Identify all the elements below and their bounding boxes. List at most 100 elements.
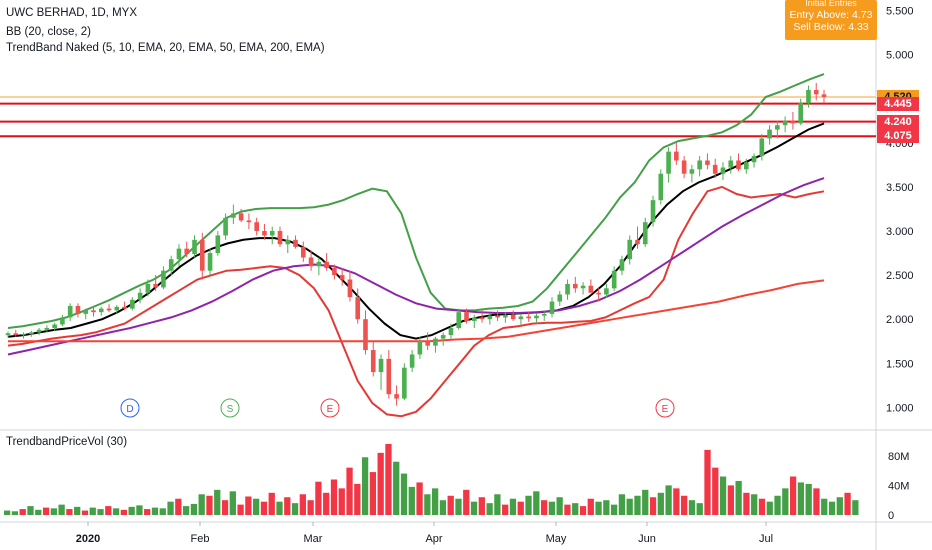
- volume-bar: [229, 491, 236, 515]
- event-marker-label: E: [662, 404, 669, 415]
- volume-bar: [579, 506, 587, 515]
- candle-body: [161, 270, 166, 288]
- y-tick-label: 5.000: [886, 50, 914, 62]
- price-tag: 4.240: [877, 114, 919, 129]
- volume-bar: [556, 497, 563, 515]
- volume-bar: [447, 495, 454, 515]
- sell-below-text: Sell Below: 4.33: [793, 21, 869, 33]
- candle-body: [75, 305, 81, 314]
- event-marker-label: S: [227, 404, 234, 415]
- volume-bar: [797, 482, 805, 515]
- volume-bar: [758, 498, 766, 515]
- volume-bar: [673, 488, 680, 515]
- volume-bar: [276, 501, 283, 515]
- symbol-title: UWC BERHAD, 1D, MYX: [6, 7, 137, 19]
- volume-bar: [151, 507, 159, 515]
- volume-bar: [136, 505, 143, 515]
- candle-body: [782, 120, 788, 126]
- candle-body: [433, 338, 438, 346]
- volume-bar: [214, 489, 221, 515]
- candle-body: [588, 285, 594, 293]
- volume-bar: [618, 494, 626, 515]
- candle-body: [440, 335, 446, 339]
- trendband-indicator-label: TrendBand Naked (5, 10, EMA, 20, EMA, 50…: [6, 42, 325, 54]
- volume-bar: [284, 497, 291, 515]
- candle-body: [798, 103, 803, 124]
- candle-body: [29, 332, 34, 335]
- volume-bar: [268, 492, 275, 515]
- candle-body: [790, 120, 796, 124]
- candle-body: [479, 317, 485, 320]
- volume-tick-label: 40M: [888, 480, 909, 492]
- candle-body: [293, 239, 298, 247]
- volume-bar: [836, 497, 843, 515]
- volume-bar: [572, 503, 579, 515]
- volume-bar: [774, 495, 781, 515]
- candle-body: [658, 173, 664, 201]
- volume-bar: [354, 483, 361, 515]
- candle-body: [98, 308, 104, 313]
- candle-body: [759, 138, 765, 157]
- volume-bar: [338, 488, 345, 515]
- candle-body: [106, 308, 112, 311]
- candle-body: [526, 316, 531, 319]
- volume-bar: [502, 504, 509, 515]
- candle-body: [83, 310, 89, 314]
- candle-body: [332, 268, 337, 276]
- candle-body: [495, 315, 500, 318]
- candle-body: [168, 259, 174, 271]
- candle-body: [642, 222, 648, 245]
- candle-body: [611, 270, 617, 289]
- volume-bar: [657, 492, 664, 515]
- candle-body: [565, 283, 570, 295]
- volume-bar: [206, 495, 213, 515]
- price-tag: 4.075: [877, 129, 919, 144]
- candle-body: [534, 315, 539, 319]
- volume-bar: [595, 501, 602, 515]
- volume-bar: [751, 494, 758, 515]
- candle-body: [487, 315, 493, 320]
- volume-bar: [844, 492, 851, 515]
- candle-body: [114, 306, 120, 311]
- volume-bar: [439, 500, 447, 515]
- volume-bar: [743, 492, 750, 515]
- volume-bar: [393, 461, 400, 515]
- series-line: [7, 177, 825, 356]
- candle-body: [370, 350, 376, 373]
- candle-body: [5, 333, 11, 336]
- candle-body: [52, 324, 57, 329]
- candle-body: [363, 319, 368, 351]
- volume-bar: [719, 476, 727, 515]
- volume-bar: [299, 494, 306, 515]
- volume-bar: [58, 504, 65, 515]
- candle-body: [262, 231, 267, 236]
- volume-bar: [97, 509, 104, 515]
- volume-bar: [525, 495, 532, 515]
- volume-bar: [813, 488, 820, 515]
- volume-bar: [128, 506, 135, 515]
- volume-bar: [712, 467, 719, 515]
- candle-body: [402, 367, 407, 399]
- candle-body: [775, 125, 780, 130]
- candle-body: [751, 156, 757, 163]
- volume-bar: [330, 479, 338, 515]
- volume-bar: [315, 481, 322, 515]
- volume-bar: [424, 494, 431, 515]
- volume-bar: [603, 500, 610, 515]
- volume-bar: [369, 472, 377, 515]
- candle-body: [681, 160, 687, 174]
- candle-body: [60, 317, 65, 325]
- volume-bar: [626, 498, 633, 515]
- candle-body: [635, 239, 640, 245]
- candle-body: [386, 358, 392, 395]
- volume-bar: [4, 510, 11, 515]
- x-tick-label: May: [546, 533, 567, 545]
- y-tick-label: 1.000: [886, 402, 914, 414]
- volume-bar: [470, 501, 478, 515]
- event-marker-label: E: [327, 404, 334, 415]
- event-marker-label: D: [126, 404, 133, 415]
- candle-body: [339, 275, 345, 280]
- candle-body: [650, 200, 656, 223]
- candle-body: [184, 248, 190, 254]
